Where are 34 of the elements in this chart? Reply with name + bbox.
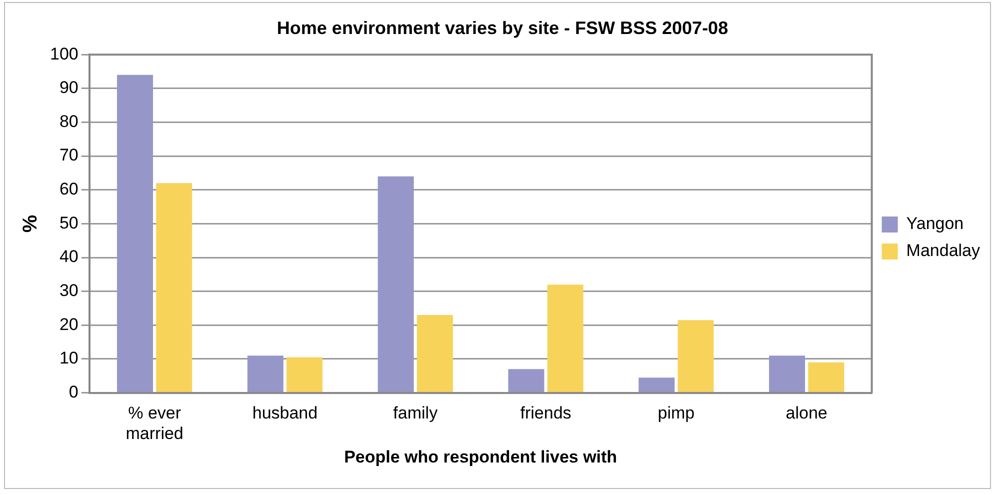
x-axis-title: People who respondent lives with xyxy=(344,447,618,466)
y-tick-label: 70 xyxy=(59,146,78,165)
bar xyxy=(286,357,323,392)
y-tick-label: 90 xyxy=(59,78,78,98)
y-tick-label: 60 xyxy=(59,180,78,199)
bar xyxy=(638,378,675,392)
y-tick-label: 30 xyxy=(59,281,78,300)
x-tick-label: pimp xyxy=(658,404,695,423)
x-tick-label: % ever married xyxy=(126,404,184,444)
bar xyxy=(378,176,414,392)
bar xyxy=(416,315,453,392)
bar xyxy=(247,356,284,392)
y-axis-title: % xyxy=(20,214,42,233)
bar xyxy=(156,183,192,392)
chart-title: Home environment varies by site - FSW BSS 2007-08 xyxy=(276,18,728,38)
x-tick-label: family xyxy=(393,404,438,423)
x-tick-label: friends xyxy=(520,404,572,423)
legend-label: Yangon xyxy=(906,214,964,234)
y-tick-label: 10 xyxy=(59,348,78,368)
bar xyxy=(508,369,544,392)
bar xyxy=(678,320,714,392)
y-tick-label: 0 xyxy=(68,382,78,402)
y-tick-label: 100 xyxy=(50,44,78,64)
x-tick-label: husband xyxy=(252,404,318,423)
y-tick-label: 40 xyxy=(59,247,78,266)
y-tick-label: 20 xyxy=(59,314,78,334)
x-tick-label: alone xyxy=(786,404,828,423)
y-tick-label: 80 xyxy=(59,112,78,131)
bar xyxy=(117,74,153,392)
legend-label: Mandalay xyxy=(906,241,980,260)
bar xyxy=(547,284,584,392)
bar xyxy=(769,356,806,392)
y-tick-label: 50 xyxy=(59,213,78,232)
bar xyxy=(808,362,844,392)
